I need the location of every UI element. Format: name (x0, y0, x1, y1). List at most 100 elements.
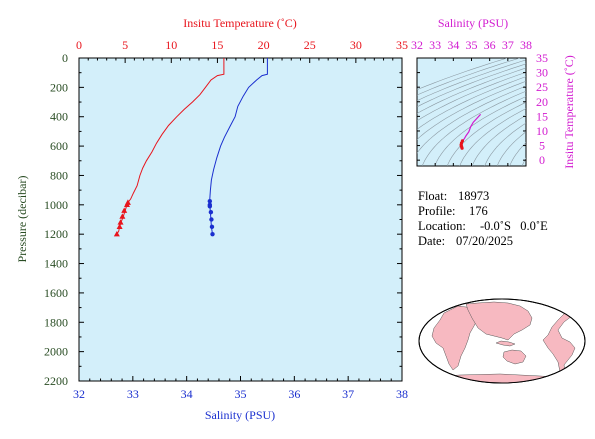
salinity-profile-line (209, 58, 268, 235)
world-map (418, 298, 586, 384)
ts-density-contour (417, 85, 526, 154)
bottom-axis-tick-label: 35 (235, 387, 247, 401)
y-axis-tick-label: 200 (50, 80, 68, 94)
top-axis-tick-label: 10 (165, 38, 177, 52)
ts-density-contour (496, 131, 526, 166)
y-axis-tick-label: 800 (50, 168, 68, 182)
bottom-axis-title: Salinity (PSU) (205, 408, 275, 422)
y-axis-tick-label: 1000 (44, 198, 68, 212)
date-value: 07/20/2025 (456, 234, 513, 248)
location-value: -0.0˚S 0.0˚E (480, 219, 548, 233)
temperature-marker (113, 230, 120, 237)
y-axis-tick-label: 1600 (44, 286, 68, 300)
temperature-marker (123, 201, 130, 208)
salinity-marker (209, 217, 214, 222)
float-label: Float: (418, 189, 447, 203)
ts-density-contour (417, 59, 526, 102)
ts-y-tick-label: 5 (539, 139, 545, 153)
profile-label: Profile: (418, 204, 456, 218)
ts-density-contour (417, 58, 508, 91)
y-axis-tick-label: 2000 (44, 345, 68, 359)
ts-x-tick-label: 36 (484, 38, 496, 52)
ts-y-tick-label: 20 (536, 95, 548, 109)
bottom-axis-tick-label: 32 (73, 387, 85, 401)
salinity-marker (207, 204, 213, 209)
temperature-profile-line (116, 58, 225, 235)
y-axis-tick-label: 1200 (44, 227, 68, 241)
ts-density-contour (521, 157, 526, 166)
top-axis-tick-label: 30 (350, 38, 362, 52)
profile-value: 176 (469, 204, 488, 218)
ts-density-contour (509, 142, 526, 166)
float-info: Float: 18973 Profile: 176 Location: -0.0… (418, 189, 548, 248)
ts-density-contour (471, 115, 526, 166)
bottom-axis-tick-label: 36 (288, 387, 300, 401)
float-value: 18973 (458, 189, 489, 203)
main-plot-background (78, 57, 403, 382)
ts-y-tick-label: 35 (536, 51, 548, 65)
ts-x-axis-title: Salinity (PSU) (438, 16, 508, 30)
salinity-marker (207, 198, 213, 204)
map-indonesia (495, 340, 516, 347)
date-label: Date: (418, 234, 445, 248)
ts-x-tick-label: 38 (520, 38, 532, 52)
ts-series (459, 113, 482, 150)
ts-density-contour (484, 122, 526, 166)
ts-density-contour (434, 96, 526, 166)
top-axis-title: Insitu Temperature (˚C) (183, 16, 297, 30)
temperature-marker (119, 213, 126, 219)
top-axis-tick-label: 5 (122, 38, 128, 52)
top-axis-tick-label: 35 (396, 38, 408, 52)
y-axis-tick-label: 1400 (44, 257, 68, 271)
ts-density-contour (446, 101, 526, 166)
temperature-marker (121, 207, 128, 213)
ts-x-tick-label: 37 (502, 38, 514, 52)
map-asia (465, 301, 533, 341)
ts-density-contour (459, 108, 526, 166)
y-axis-tick-label: 600 (50, 139, 68, 153)
ts-point (460, 146, 464, 150)
salinity-marker (209, 224, 215, 230)
top-axis-tick-label: 0 (76, 38, 82, 52)
y-axis-tick-label: 0 (62, 51, 68, 65)
ts-x-tick-label: 35 (466, 38, 478, 52)
bottom-axis-tick-label: 37 (342, 387, 354, 401)
ts-density-contour (417, 71, 526, 122)
y-axis-title: Pressure (decibar) (15, 176, 29, 263)
y-axis-tick-label: 400 (50, 110, 68, 124)
ts-density-contour (417, 80, 526, 140)
salinity-marker (208, 209, 214, 215)
salinity-marker (210, 231, 215, 237)
bottom-axis-tick-label: 34 (181, 387, 193, 401)
bottom-axis-tick-label: 33 (127, 387, 139, 401)
ts-density-contour (417, 76, 526, 130)
ts-y-tick-label: 30 (536, 66, 548, 80)
y-axis-tick-label: 2200 (44, 374, 68, 388)
y-axis-tick-label: 1800 (44, 315, 68, 329)
ts-x-tick-label: 32 (411, 38, 423, 52)
ts-x-tick-label: 34 (447, 38, 459, 52)
map-australia (502, 349, 527, 365)
ts-y-tick-label: 15 (536, 109, 548, 123)
ts-y-tick-label: 0 (539, 153, 545, 167)
ts-y-tick-label: 10 (536, 124, 548, 138)
ts-density-contour (421, 90, 526, 166)
ts-density-contour (417, 67, 526, 114)
ts-x-tick-label: 33 (429, 38, 441, 52)
ts-density-contours (417, 58, 526, 166)
main-plot-ticks: 0 5 10 15 20 25 30 35 32 33 34 35 36 37 38 0 200 400 600 80… (44, 38, 408, 401)
map-americas (542, 301, 585, 383)
ts-density-contour (417, 58, 520, 96)
temperature-marker (116, 223, 123, 230)
location-label: Location: (418, 219, 466, 233)
ts-density-contour (417, 63, 526, 108)
top-axis-tick-label: 20 (258, 38, 270, 52)
main-plot-series (113, 58, 268, 237)
temperature-marker (117, 219, 124, 225)
map-greenland (571, 299, 585, 308)
main-profile-plot: 0 5 10 15 20 25 30 35 32 33 34 35 36 37 38 0 200 400 600 80… (15, 16, 408, 422)
ts-y-tick-label: 25 (536, 80, 548, 94)
